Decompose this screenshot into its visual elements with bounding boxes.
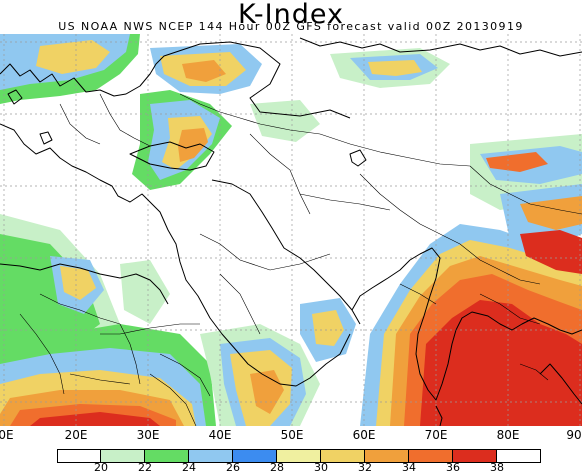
x-tick-label: 40E: [208, 428, 232, 442]
legend-swatch: [321, 449, 365, 463]
x-tick-label: 30E: [136, 428, 160, 442]
legend-swatch: [409, 449, 453, 463]
k-index-field-east: [470, 134, 582, 248]
legend-swatch: [57, 449, 101, 463]
chart-subtitle: US NOAA NWS NCEP 144 Hour 00Z GFS foreca…: [58, 20, 524, 33]
k-index-map: [0, 34, 582, 426]
legend-swatch: [453, 449, 497, 463]
legend-label: 34: [402, 461, 416, 474]
x-tick-label: 0E: [0, 428, 14, 442]
legend-swatch: [277, 449, 321, 463]
legend-swatch: [145, 449, 189, 463]
legend-label: 32: [358, 461, 372, 474]
legend-label: 36: [446, 461, 460, 474]
legend-label: 30: [314, 461, 328, 474]
k-index-field-africa: [0, 214, 356, 426]
legend-swatch: [497, 449, 541, 463]
legend-label: 20: [94, 461, 108, 474]
x-tick-label: 60E: [352, 428, 376, 442]
legend-swatch: [233, 449, 277, 463]
x-tick-label: 90: [566, 428, 582, 442]
legend-swatch: [101, 449, 145, 463]
coastlines: [0, 37, 582, 426]
legend-label: 26: [226, 461, 240, 474]
color-legend: [57, 449, 541, 463]
legend-label: 28: [270, 461, 284, 474]
k-index-field-south-asia: [360, 224, 582, 426]
legend-label: 24: [182, 461, 196, 474]
legend-swatch: [189, 449, 233, 463]
legend-label: 38: [490, 461, 504, 474]
legend-label: 22: [138, 461, 152, 474]
legend-labels: 20 22 24 26 28 30 32 34 36 38: [57, 461, 541, 474]
country-borders: [19, 93, 582, 426]
x-tick-label: 50E: [280, 428, 304, 442]
x-axis: 0E 20E 30E 40E 50E 60E 70E 80E 90: [0, 428, 582, 444]
map-canvas: [0, 34, 582, 426]
graticule: [0, 34, 582, 426]
chart-title: K-Index: [238, 0, 344, 30]
legend-swatch: [365, 449, 409, 463]
x-tick-label: 80E: [496, 428, 520, 442]
x-tick-label: 70E: [424, 428, 448, 442]
x-tick-label: 20E: [64, 428, 88, 442]
